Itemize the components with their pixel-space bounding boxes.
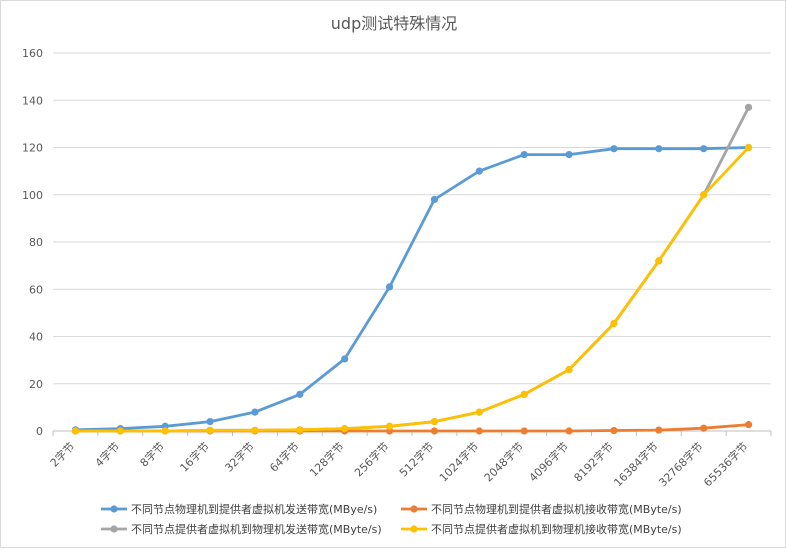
series-line — [74, 146, 750, 432]
y-tick-label: 100 — [22, 189, 43, 202]
data-point — [385, 422, 394, 430]
data-point — [161, 427, 169, 435]
x-tick-label: 2048字节 — [481, 439, 526, 484]
x-tick-label: 65536字节 — [700, 439, 750, 489]
x-axis-ticks: 2字节 4字节 8字节 16字节 32字节 64字节 128字节 256字节 512字节 1024… — [47, 431, 772, 489]
legend-swatch-marker — [410, 525, 418, 533]
x-tick-label: 64字节 — [267, 439, 302, 474]
chart-title: udp测试特殊情况 — [331, 14, 457, 33]
series-line — [74, 146, 750, 433]
x-tick-label: 16字节 — [177, 439, 212, 474]
legend-label: 不同节点物理机到提供者虚拟机发送带宽(MBye/s) — [131, 502, 377, 516]
x-tick-label: 8192字节 — [571, 439, 616, 484]
y-tick-label: 0 — [36, 425, 43, 438]
x-tick-label: 1024字节 — [436, 439, 481, 484]
data-point — [341, 355, 349, 363]
data-point — [341, 425, 349, 433]
legend-swatch-marker — [110, 505, 118, 513]
data-point — [206, 426, 214, 434]
data-point — [430, 417, 439, 426]
data-point — [71, 427, 80, 435]
y-tick-label: 80 — [29, 236, 43, 249]
x-tick-label: 16384字节 — [611, 439, 661, 489]
x-tick-label: 128字节 — [307, 439, 347, 479]
data-point — [655, 426, 663, 434]
x-tick-label: 4096字节 — [526, 439, 571, 484]
y-tick-label: 120 — [22, 142, 43, 155]
data-point — [744, 143, 753, 152]
data-point — [744, 103, 753, 111]
data-point — [565, 365, 573, 374]
legend-label: 不同节点提供者虚拟机到物理机发送带宽(MByte/s) — [131, 522, 382, 536]
y-tick-label: 140 — [22, 94, 43, 107]
x-tick-label: 32768字节 — [656, 439, 706, 489]
legend-label: 不同节点物理机到提供者虚拟机接收带宽(MByte/s) — [431, 502, 682, 516]
x-tick-label: 32字节 — [222, 439, 257, 474]
data-point — [520, 150, 528, 159]
data-point — [430, 195, 439, 204]
x-tick-label: 2字节 — [47, 439, 77, 469]
y-tick-label: 40 — [29, 331, 43, 344]
data-point — [610, 319, 618, 328]
y-tick-label: 160 — [22, 47, 43, 60]
y-tick-label: 60 — [29, 283, 43, 296]
legend-label: 不同节点提供者虚拟机到物理机接收带宽(MByte/s) — [431, 522, 682, 536]
data-point — [251, 408, 259, 416]
series-line — [74, 105, 750, 433]
data-point — [206, 417, 214, 426]
data-point — [565, 150, 573, 159]
y-tick-label: 20 — [29, 378, 43, 391]
legend: 不同节点物理机到提供者虚拟机发送带宽(MBye/s) 不同节点物理机到提供者虚拟机… — [101, 502, 682, 536]
data-point — [655, 145, 663, 153]
data-point — [655, 257, 663, 265]
data-point — [744, 421, 753, 429]
data-point — [520, 427, 528, 435]
data-point — [475, 427, 483, 435]
data-point — [385, 283, 394, 291]
data-point — [251, 426, 259, 434]
data-point — [296, 390, 304, 398]
data-point — [520, 390, 528, 398]
data-point — [116, 427, 124, 435]
data-point — [430, 427, 439, 435]
data-point — [700, 424, 708, 432]
x-tick-label: 8字节 — [137, 439, 167, 469]
x-tick-label: 512字节 — [396, 439, 436, 479]
data-point — [610, 426, 618, 435]
legend-swatch-marker — [110, 525, 118, 533]
data-point — [296, 426, 304, 434]
data-point — [565, 427, 573, 435]
data-point — [700, 145, 708, 153]
series-lines — [71, 103, 753, 435]
x-tick-label: 256字节 — [351, 439, 391, 479]
y-axis-ticks: 0 20 40 60 80 100 120 140 160 — [22, 47, 43, 438]
data-point — [475, 408, 483, 416]
legend-swatch-marker — [410, 505, 418, 513]
data-point — [610, 145, 618, 153]
data-point — [475, 167, 483, 175]
data-point — [700, 191, 708, 199]
x-tick-label: 4字节 — [92, 439, 122, 469]
